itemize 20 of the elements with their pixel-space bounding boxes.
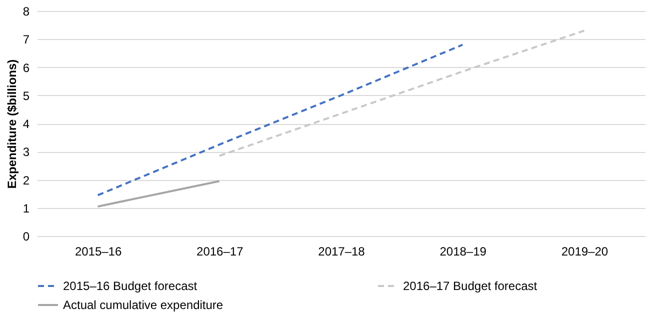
y-tick-label: 1 (22, 201, 30, 216)
legend-label: 2015–16 Budget forecast (63, 279, 198, 293)
x-tick-label: 2019–20 (561, 244, 608, 258)
y-tick-label: 8 (22, 4, 30, 18)
y-tick-label: 7 (22, 32, 30, 47)
y-tick-label: 6 (22, 60, 30, 75)
x-tick-label: 2017–18 (318, 244, 366, 258)
y-axis-title: Expenditure ($billions) (4, 59, 19, 189)
line-series (218, 30, 586, 157)
y-tick-label: 2 (22, 173, 30, 188)
x-tick-label: 2018–19 (440, 244, 487, 258)
legend-label: Actual cumulative expenditure (63, 298, 224, 312)
y-tick-label: 5 (22, 88, 30, 103)
x-tick-label: 2015–16 (74, 244, 122, 258)
line-series (96, 44, 464, 196)
y-tick-label: 4 (22, 117, 30, 131)
y-tick-label: 0 (22, 230, 30, 244)
legend-label: 2016–17 Budget forecast (403, 279, 538, 293)
y-tick-label: 3 (22, 145, 30, 160)
x-tick-label: 2016–17 (196, 244, 244, 258)
